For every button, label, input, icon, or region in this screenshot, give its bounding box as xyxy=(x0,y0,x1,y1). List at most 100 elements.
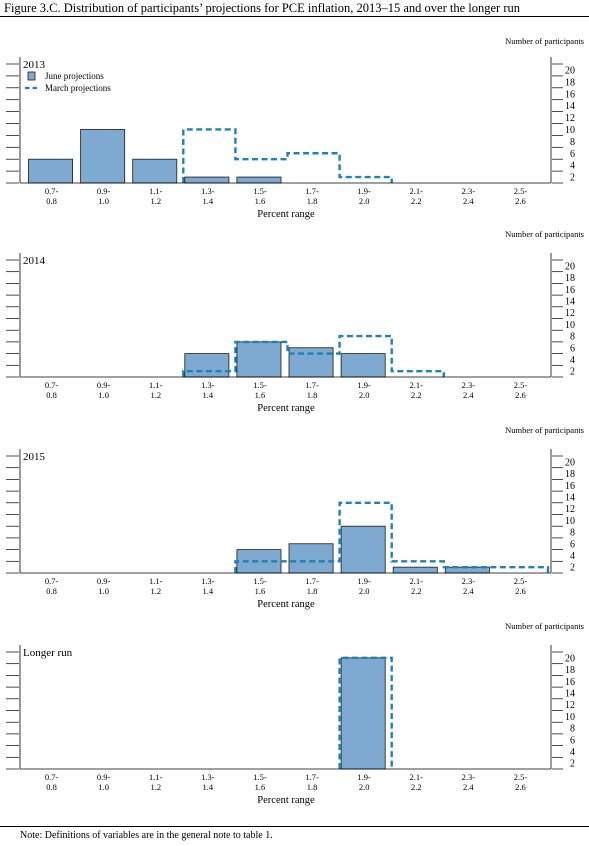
y-tick-label: 14 xyxy=(565,492,575,503)
june-bar xyxy=(184,353,230,378)
x-tick-label: 1.5-1.6 xyxy=(253,772,267,792)
y-tick-label: 16 xyxy=(565,481,575,492)
y-tick-label: 12 xyxy=(565,113,575,124)
legend-june-label: June projections xyxy=(45,71,104,81)
y-tick-label: 12 xyxy=(565,700,575,711)
x-tick-label: 1.7-1.8 xyxy=(305,772,319,792)
y-tick-label: 6 xyxy=(570,735,575,746)
x-tick-label: 1.9-2.0 xyxy=(357,380,371,400)
y-tick-label: 8 xyxy=(570,137,575,148)
x-axis-label: Percent range xyxy=(257,795,315,806)
x-tick-label: 0.9-1.0 xyxy=(97,772,111,792)
x-tick-label: 1.3-1.4 xyxy=(201,186,215,206)
june-bar xyxy=(236,176,282,184)
x-tick-label: 1.3-1.4 xyxy=(201,772,215,792)
x-tick-label: 0.7-0.8 xyxy=(45,772,59,792)
june-bar xyxy=(340,657,386,770)
x-tick-label: 0.9-1.0 xyxy=(97,576,111,596)
panel-title: 2015 xyxy=(23,451,46,463)
y-tick-label: 10 xyxy=(565,712,575,723)
june-bar xyxy=(288,543,334,574)
bottom-rule xyxy=(0,826,589,827)
june-bar xyxy=(184,176,230,184)
x-tick-label: 1.5-1.6 xyxy=(253,186,267,206)
x-tick-label: 2.3-2.4 xyxy=(462,576,476,596)
march-outline xyxy=(234,501,550,573)
y-tick-label: 20 xyxy=(565,653,575,664)
x-tick-label: 2.5-2.6 xyxy=(514,380,528,400)
y-tick-label: 20 xyxy=(565,261,575,272)
x-tick-label: 2.1-2.2 xyxy=(410,772,424,792)
june-bar xyxy=(392,566,438,574)
y-tick-label: 6 xyxy=(570,539,575,550)
x-tick-label: 2.5-2.6 xyxy=(514,772,528,792)
june-bar xyxy=(340,353,386,378)
y-tick-label: 20 xyxy=(565,457,575,468)
x-tick-label: 1.9-2.0 xyxy=(357,772,371,792)
x-tick-label: 1.5-1.6 xyxy=(253,380,267,400)
y-tick-label: 8 xyxy=(570,724,575,735)
x-axis-label: Percent range xyxy=(257,599,315,610)
y-tick-label: 6 xyxy=(570,149,575,160)
x-tick-label: 1.7-1.8 xyxy=(305,576,319,596)
panel-title: Longer run xyxy=(23,647,73,659)
june-bar xyxy=(80,129,126,184)
y-tick-label: 14 xyxy=(565,296,575,307)
march-outline xyxy=(338,656,393,769)
x-tick-label: 2.3-2.4 xyxy=(462,186,476,206)
x-tick-label: 2.1-2.2 xyxy=(410,380,424,400)
y-axis-label: Number of participants xyxy=(505,425,584,435)
y-tick-label: 4 xyxy=(570,551,575,562)
legend-march-label: March projections xyxy=(45,83,111,93)
y-tick-label: 12 xyxy=(565,504,575,515)
x-tick-label: 1.7-1.8 xyxy=(305,380,319,400)
june-bar xyxy=(28,158,73,184)
x-tick-label: 0.9-1.0 xyxy=(97,186,111,206)
legend: June projections March projections xyxy=(25,71,111,93)
x-tick-label: 1.1-1.2 xyxy=(149,380,163,400)
x-tick-label: 2.5-2.6 xyxy=(514,576,528,596)
x-tick-label: 1.1-1.2 xyxy=(149,576,163,596)
x-tick-label: 1.1-1.2 xyxy=(149,186,163,206)
title-rule xyxy=(0,16,589,17)
panel-title: 2013 xyxy=(23,59,46,71)
x-tick-label: 2.1-2.2 xyxy=(410,576,424,596)
panel-title: 2014 xyxy=(23,255,46,267)
y-tick-label: 8 xyxy=(570,528,575,539)
y-tick-label: 6 xyxy=(570,343,575,354)
x-tick-label: 2.1-2.2 xyxy=(410,186,424,206)
y-tick-label: 10 xyxy=(565,320,575,331)
x-axis-label: Percent range xyxy=(257,209,315,220)
x-tick-label: 2.5-2.6 xyxy=(514,186,528,206)
x-tick-label: 1.3-1.4 xyxy=(201,380,215,400)
x-tick-label: 0.7-0.8 xyxy=(45,380,59,400)
y-axis-label: Number of participants xyxy=(505,621,584,631)
june-bar xyxy=(288,347,334,378)
x-tick-label: 0.7-0.8 xyxy=(45,576,59,596)
y-tick-label: 8 xyxy=(570,332,575,343)
x-tick-label: 1.7-1.8 xyxy=(305,186,319,206)
x-tick-label: 2.3-2.4 xyxy=(462,380,476,400)
march-outline xyxy=(182,128,393,183)
y-tick-label: 2 xyxy=(570,759,575,770)
y-tick-label: 18 xyxy=(565,77,575,88)
legend-june-swatch xyxy=(27,71,36,81)
y-tick-label: 16 xyxy=(565,89,575,100)
x-tick-label: 1.1-1.2 xyxy=(149,772,163,792)
x-tick-label: 1.5-1.6 xyxy=(253,576,267,596)
figure-note: Note: Definitions of variables are in th… xyxy=(20,830,273,841)
x-tick-label: 1.3-1.4 xyxy=(201,576,215,596)
june-bar xyxy=(132,158,178,184)
y-tick-label: 4 xyxy=(570,747,575,758)
y-tick-label: 10 xyxy=(565,516,575,527)
figure-title: Figure 3.C. Distribution of participants… xyxy=(4,1,520,15)
june-bar xyxy=(340,525,386,574)
y-tick-label: 20 xyxy=(565,65,575,76)
y-tick-label: 18 xyxy=(565,469,575,480)
y-tick-label: 14 xyxy=(565,688,575,699)
x-tick-label: 1.9-2.0 xyxy=(357,576,371,596)
x-tick-label: 0.7-0.8 xyxy=(45,186,59,206)
